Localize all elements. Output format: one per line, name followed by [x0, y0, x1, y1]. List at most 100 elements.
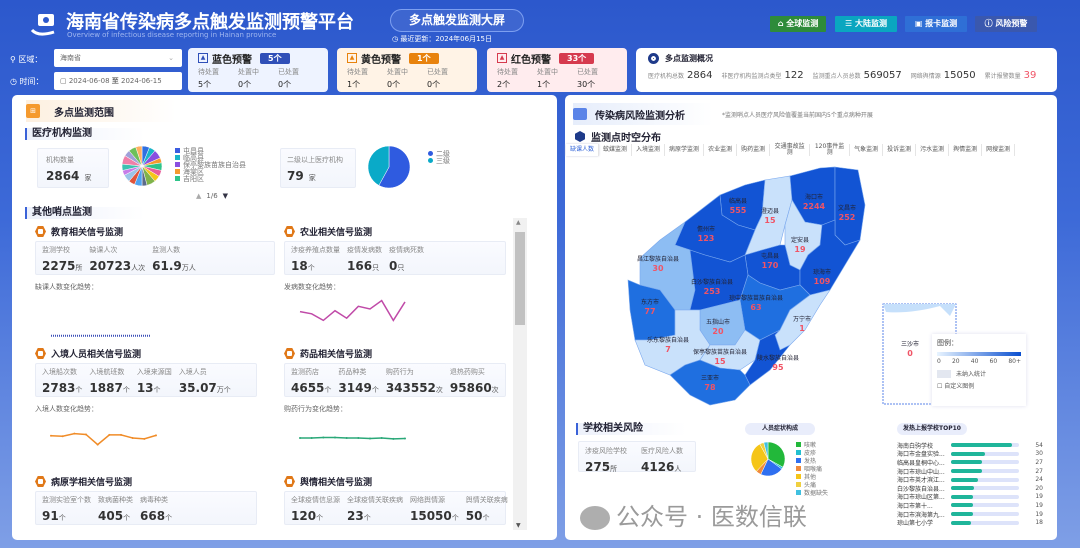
- map-region[interactable]: [744, 329, 791, 386]
- top10-value: 30: [1035, 450, 1043, 458]
- trend-point: [155, 434, 157, 437]
- level-legend-label: 二级: [436, 149, 450, 158]
- institution-pie-slice[interactable]: [135, 145, 143, 167]
- alert-card-0[interactable]: ▲ 蓝色预警 5个 待处置 处置中 已处置 5个 0个 0个: [188, 48, 328, 92]
- nav-button-2[interactable]: ▣ 报卡监测: [905, 16, 967, 32]
- pie-legend-item[interactable]: 屯昌县: [175, 147, 246, 155]
- map-region-label: 琼海市: [813, 268, 831, 276]
- alert-count: 5个: [260, 52, 290, 64]
- symptom-legend-item[interactable]: 咽喉痛: [796, 464, 828, 473]
- stat-label: 病毒种类: [140, 496, 168, 504]
- school-name: 临高县皇桐中心...: [897, 459, 945, 467]
- alert-card-2[interactable]: ▲ 红色预警 33个 待处置 处置中 已处置 2个 1个 30个: [487, 48, 627, 92]
- school-name: 海口市滨海第九...: [897, 511, 945, 519]
- symptom-legend-item[interactable]: 头痛: [796, 480, 828, 489]
- top10-row[interactable]: 海南白驹学校 54: [897, 441, 1043, 450]
- top10-row[interactable]: 海口市第十... 19: [897, 501, 1043, 510]
- symptom-pie-slice[interactable]: [767, 441, 786, 468]
- level-pie-slice[interactable]: [367, 145, 390, 186]
- symptom-legend-item[interactable]: 咳嗽: [796, 440, 828, 449]
- trend-point: [108, 433, 111, 436]
- nav-button-0[interactable]: ⌂ 全球监测: [770, 16, 826, 32]
- pie-legend-item[interactable]: 海棠区: [175, 168, 246, 176]
- pie-legend-item[interactable]: 吉阳区: [175, 175, 246, 183]
- top10-row[interactable]: 临高县皇桐中心... 27: [897, 458, 1043, 467]
- map-region-label: 琼中黎族苗族自治县: [729, 294, 783, 302]
- map-region-label: 东方市: [641, 298, 659, 306]
- top10-row[interactable]: 海口市金盘实验... 30: [897, 450, 1043, 458]
- scrollbar[interactable]: ▲ ▼: [513, 218, 527, 530]
- stat-value: 15050: [410, 509, 452, 523]
- stat-unit: 人次: [131, 264, 146, 272]
- pie-legend-item[interactable]: 保亭黎族苗族自治县: [175, 161, 246, 169]
- scroll-up-icon[interactable]: ▲: [516, 219, 521, 226]
- stat-value: 275: [585, 460, 611, 474]
- top10-row[interactable]: 海口市琼山区第... 19: [897, 493, 1043, 501]
- date-range-picker[interactable]: ▢ 2024-06-08 至 2024-06-15: [54, 72, 182, 90]
- trend-point: [61, 435, 64, 438]
- alert-status-label: 已处置: [427, 68, 448, 76]
- nav-button-1[interactable]: ☰ 大陆监测: [835, 16, 897, 32]
- map-tab[interactable]: 投诉监测: [883, 144, 917, 156]
- map-tab[interactable]: 网搜监测: [982, 144, 1016, 156]
- scrollbar-thumb[interactable]: [515, 232, 525, 325]
- alert-status-value: 2个: [497, 80, 511, 89]
- page-up-icon[interactable]: ▲: [196, 192, 202, 200]
- nav-button-3[interactable]: ⓘ 风险预警: [975, 16, 1037, 32]
- region-select[interactable]: 海南省 ⌄: [54, 49, 182, 67]
- trend-point: [345, 437, 348, 439]
- symptom-pie-slice[interactable]: [763, 441, 769, 460]
- top10-row[interactable]: 海口市英才滨江... 24: [897, 475, 1043, 484]
- overview-value: 2864: [687, 70, 713, 81]
- scroll-down-icon[interactable]: ▼: [516, 522, 521, 529]
- symptom-legend-item[interactable]: 数据缺失: [796, 488, 828, 497]
- level-legend-item[interactable]: 二级: [428, 149, 450, 158]
- map-tab[interactable]: 舆情监测: [949, 144, 983, 156]
- level-pie-slice[interactable]: [378, 145, 411, 189]
- map-tab[interactable]: 气象监测: [850, 144, 884, 156]
- map-tab[interactable]: 120事件监测: [810, 144, 851, 156]
- stat-unit: 万个: [216, 386, 231, 394]
- trend-point: [96, 443, 99, 446]
- map-tab[interactable]: 病原学监测: [665, 144, 705, 156]
- symptom-pie-slice[interactable]: [750, 443, 769, 472]
- level-legend-item[interactable]: 三级: [428, 157, 450, 165]
- top10-row[interactable]: 海口市滨海第九... 19: [897, 510, 1043, 519]
- top10-row[interactable]: 琼山第七小学 18: [897, 518, 1043, 527]
- stat-unit: 个: [307, 264, 315, 272]
- top10-bar-track: [951, 494, 1019, 499]
- map-tab[interactable]: 农业监测: [704, 144, 738, 156]
- top10-row[interactable]: 海口市琼山中山... 27: [897, 467, 1043, 476]
- alert-card-1[interactable]: ▲ 黄色预警 1个 待处置 处置中 已处置 1个 0个 0个: [337, 48, 477, 92]
- symptom-legend-label: 咳嗽: [804, 441, 817, 449]
- stat-value: 405: [98, 509, 124, 523]
- map-region-value: 78: [704, 383, 716, 392]
- custom-legend-button[interactable]: ☐ 自定义图例: [937, 381, 1021, 390]
- map-region-value: 7: [665, 345, 671, 354]
- map-tab[interactable]: 交通事故监测: [770, 144, 811, 156]
- level-count-box: 二级以上医疗机构 79 家: [280, 148, 356, 188]
- top10-bar-track: [951, 520, 1019, 525]
- map-tab[interactable]: 污水监测: [916, 144, 950, 156]
- map-region-value: 30: [652, 264, 664, 273]
- stat-unit: 只: [397, 264, 405, 272]
- trend-label: 发病数变化趋势：: [284, 283, 340, 291]
- map-region-label: 儋州市: [697, 225, 715, 233]
- top10-row[interactable]: 白沙黎族自治县... 20: [897, 484, 1043, 493]
- overview-label: 非医疗机构监测点类型: [721, 73, 782, 80]
- symptom-legend-item[interactable]: 其他: [796, 472, 828, 481]
- map-tab[interactable]: 购药监测: [737, 144, 771, 156]
- top10-value: 24: [1035, 476, 1043, 484]
- region-label: ⚲ 区域：: [10, 54, 42, 65]
- symptom-legend-item[interactable]: 皮疹: [796, 448, 828, 457]
- map-tab[interactable]: 缺课人数: [566, 144, 600, 156]
- page-down-icon[interactable]: ▼: [222, 192, 229, 200]
- top10-bar-track: [951, 503, 1019, 508]
- map-tab[interactable]: 蚊媒监测: [599, 144, 633, 156]
- screen-label[interactable]: 多点触发监测大屏: [390, 9, 524, 32]
- map-tab[interactable]: 入境监测: [632, 144, 666, 156]
- symptom-legend-item[interactable]: 发热: [796, 456, 828, 465]
- pie-legend-item[interactable]: 临高县: [175, 154, 246, 162]
- map-region[interactable]: [669, 359, 751, 406]
